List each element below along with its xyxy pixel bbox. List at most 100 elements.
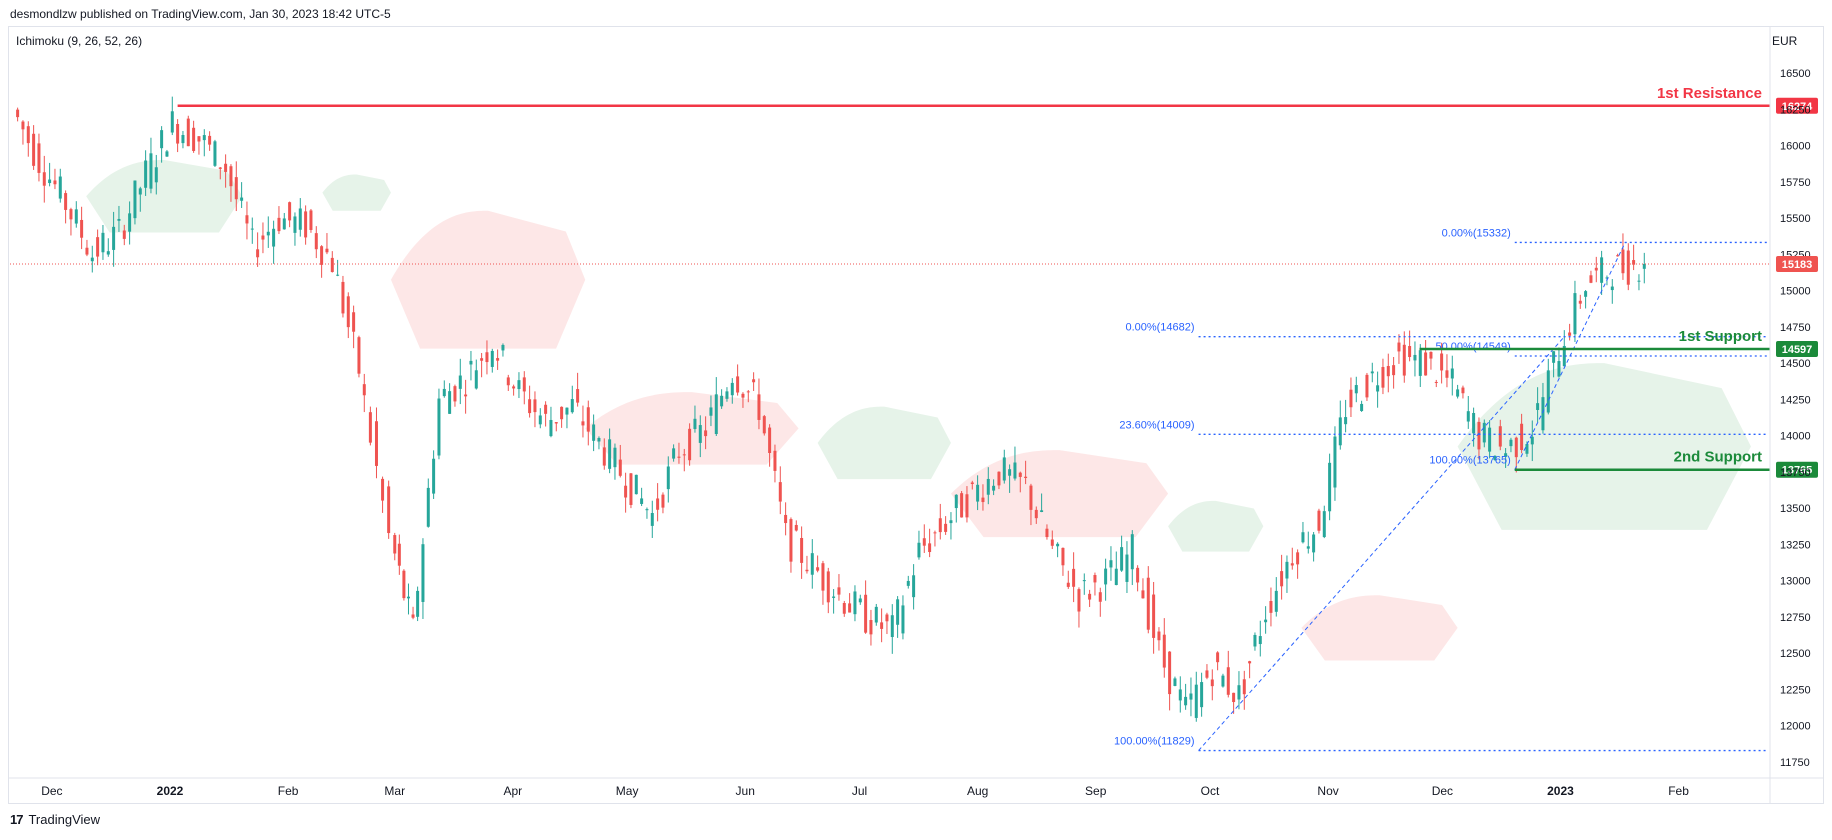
- candle-body: [768, 427, 772, 453]
- candle-body: [832, 596, 836, 598]
- indicator-label[interactable]: Ichimoku (9, 26, 52, 26): [16, 34, 143, 48]
- tradingview-footer[interactable]: 17 TradingView: [10, 812, 100, 827]
- candle-body: [1008, 469, 1012, 476]
- cloud-segment: [817, 406, 951, 480]
- candle-body: [277, 217, 281, 232]
- candle-body: [208, 135, 212, 145]
- candle-body: [1317, 510, 1321, 531]
- candle-body: [1525, 444, 1529, 454]
- candle-body: [1098, 592, 1102, 602]
- candle-body: [1290, 563, 1294, 566]
- x-tick-label: Jul: [852, 784, 867, 798]
- candle-body: [624, 485, 628, 498]
- y-tick-label: 13750: [1780, 467, 1811, 479]
- candle-body: [1616, 255, 1620, 257]
- candle-body: [192, 127, 196, 151]
- candle-body: [586, 407, 590, 432]
- candle-body: [58, 176, 62, 199]
- level-label: 1st Support: [1679, 328, 1762, 345]
- candle-body: [325, 248, 329, 253]
- x-tick-label: Jun: [736, 784, 755, 798]
- candle-body: [448, 391, 452, 414]
- candle-body: [85, 247, 89, 255]
- candle-body: [938, 518, 942, 533]
- published-header: desmondlzw published on TradingView.com,…: [10, 7, 391, 21]
- candle-body: [80, 219, 84, 238]
- candle-body: [1610, 286, 1614, 291]
- candle-body: [650, 513, 654, 526]
- candle-body: [1445, 370, 1449, 378]
- candle-body: [1050, 539, 1054, 546]
- candle-body: [1162, 634, 1166, 668]
- candle-body: [656, 498, 660, 510]
- candle-body: [165, 151, 169, 157]
- candle-body: [213, 141, 217, 166]
- candle-body: [1434, 381, 1438, 383]
- candle-body: [608, 439, 612, 469]
- candle-body: [1578, 300, 1582, 304]
- candle-body: [346, 296, 350, 328]
- candle-body: [874, 606, 878, 623]
- candle-body: [53, 180, 57, 185]
- candle-body: [1130, 534, 1134, 570]
- candle-body: [1520, 423, 1524, 451]
- candle-body: [411, 614, 415, 618]
- candle-body: [986, 478, 990, 495]
- candle-body: [912, 575, 916, 598]
- candle-body: [474, 370, 478, 389]
- cloud-segment: [86, 160, 243, 233]
- candle-body: [186, 118, 190, 147]
- candle-body: [933, 532, 937, 534]
- candle-body: [393, 535, 397, 554]
- candle-body: [1120, 547, 1124, 571]
- candle-body: [458, 375, 462, 389]
- candle-body: [1077, 589, 1081, 612]
- candle-body: [1152, 594, 1156, 638]
- candle-body: [1621, 249, 1625, 274]
- candle-body: [880, 622, 884, 629]
- candle-body: [704, 430, 708, 437]
- current-price-text: 15183: [1782, 259, 1813, 271]
- candle-body: [517, 380, 521, 390]
- axes: 16274 14597 13765 11750 12000 12250 12500 12750…: [8, 26, 1824, 804]
- x-tick-label: Dec: [41, 784, 62, 798]
- candle-body: [1573, 293, 1577, 335]
- candle-body: [1024, 476, 1028, 479]
- candle-body: [1632, 260, 1636, 265]
- candle-body: [1472, 412, 1476, 434]
- candle-body: [1509, 439, 1513, 447]
- candle-body: [1002, 457, 1006, 481]
- candle-body: [1210, 679, 1214, 687]
- candle-body: [1626, 250, 1630, 285]
- candle-body: [741, 393, 745, 398]
- candle-body: [640, 498, 644, 504]
- candle-body: [314, 233, 318, 250]
- candle-body: [442, 388, 446, 397]
- cloud-segment: [585, 392, 799, 465]
- key-levels: 1st Resistance 1st Support 2nd Support: [10, 85, 1770, 471]
- candle-body: [858, 598, 862, 603]
- x-tick-label: Aug: [967, 784, 988, 798]
- candle-body: [1029, 485, 1033, 510]
- candle-body: [1173, 678, 1177, 686]
- candle-body: [256, 249, 260, 258]
- candle-body: [885, 614, 889, 622]
- candle-body: [1040, 510, 1044, 513]
- y-tick-label: 15500: [1780, 213, 1811, 225]
- candle-body: [1418, 350, 1422, 376]
- cloud-segment: [322, 174, 391, 211]
- candle-body: [240, 197, 244, 201]
- candle-body: [453, 386, 457, 402]
- candle-body: [1360, 403, 1364, 411]
- candle-body: [1397, 342, 1401, 352]
- candle-body: [1429, 351, 1433, 359]
- candle-body: [469, 360, 473, 365]
- candle-body: [922, 538, 926, 546]
- fib-small-trend: [1514, 242, 1626, 470]
- candle-body: [1530, 436, 1534, 445]
- chart-frame[interactable]: [8, 26, 1824, 804]
- candle-body: [736, 376, 740, 393]
- candle-body: [421, 544, 425, 602]
- candle-body: [896, 599, 900, 625]
